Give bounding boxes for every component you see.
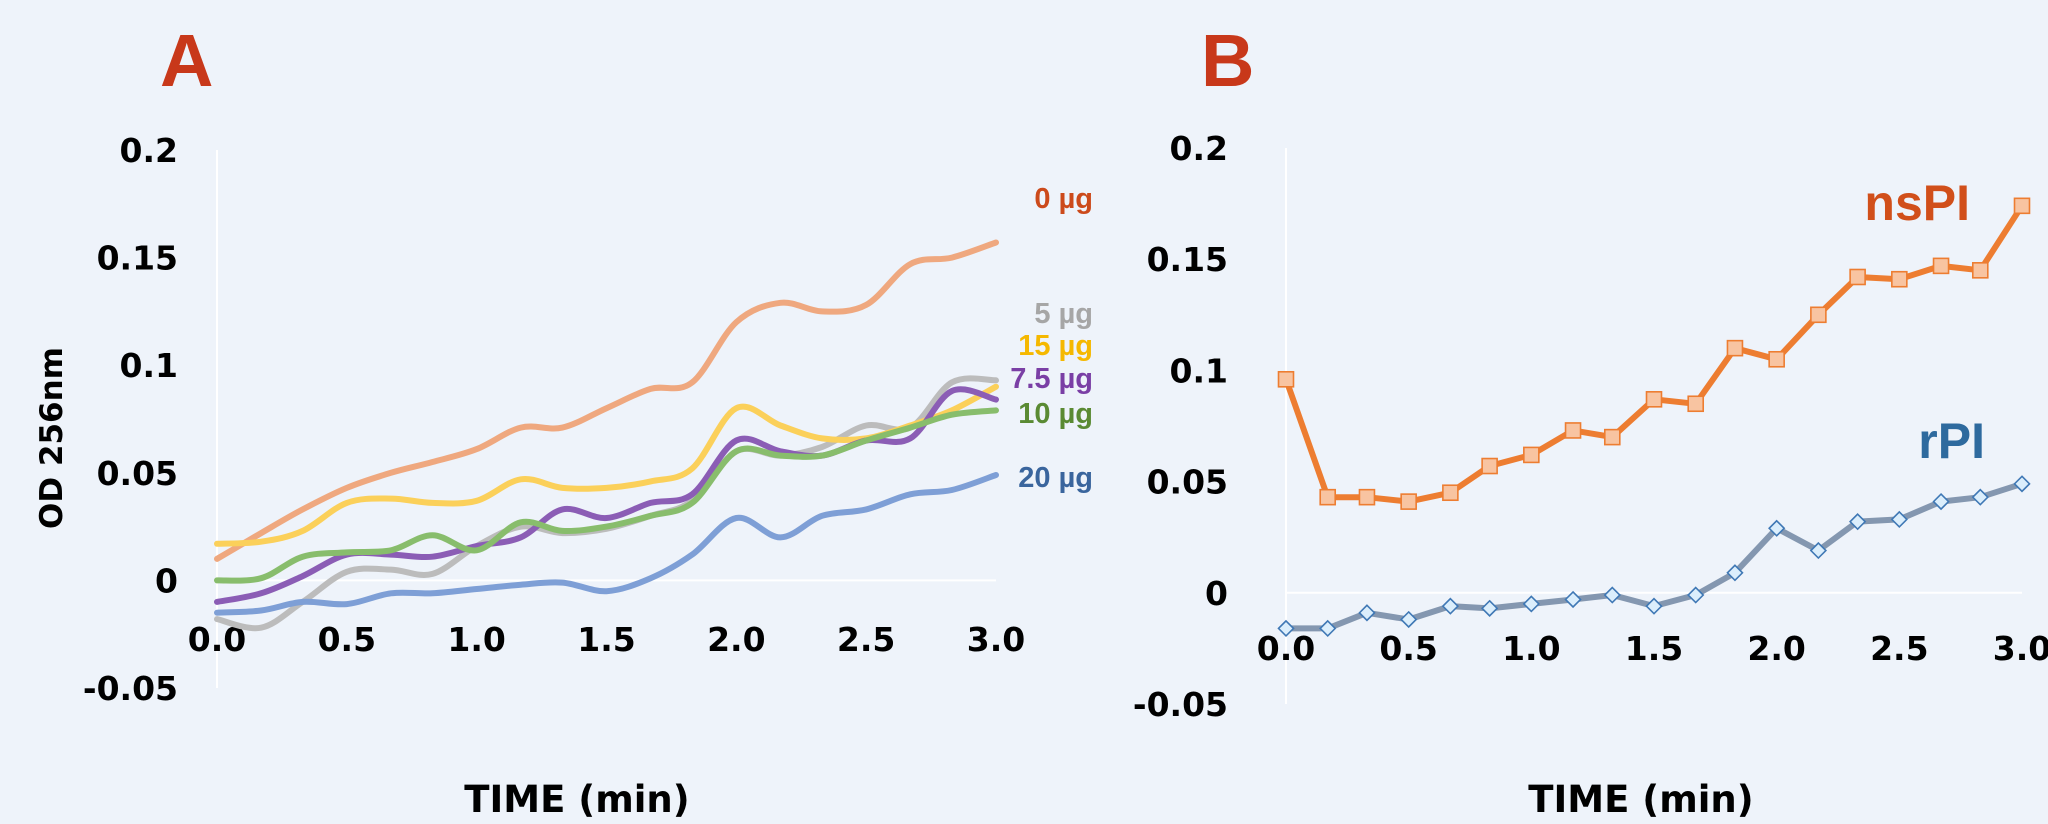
data-point-square xyxy=(1810,306,1827,324)
series-group-b xyxy=(1277,197,2031,638)
data-point-diamond xyxy=(1932,492,1950,511)
x-tick-label: 1.5 xyxy=(577,620,635,659)
y-tick-label: 0.2 xyxy=(120,131,178,170)
data-point-diamond xyxy=(1848,513,1867,531)
data-point-square xyxy=(1319,488,1337,506)
x-tick-label: 2.0 xyxy=(707,620,765,659)
series-label: 20 µg xyxy=(1018,462,1093,494)
data-point-square xyxy=(1564,422,1582,439)
y-axis-label-wrap: OD 256nm xyxy=(34,347,70,529)
data-point-diamond xyxy=(1890,510,1908,529)
x-tick-label: 2.5 xyxy=(1870,629,1928,668)
data-point-square xyxy=(1849,268,1866,286)
data-point-diamond xyxy=(1522,595,1540,613)
axes-a: 0.20.150.10.050-0.050.0 0.5 1.0 1.5 2.0 2.5 3.… xyxy=(83,131,1025,708)
data-point-diamond xyxy=(1809,541,1828,560)
data-point-square xyxy=(1277,370,1295,388)
y-tick-label: 0.15 xyxy=(1147,240,1228,279)
data-point-diamond xyxy=(1726,564,1744,582)
x-tick-label: 3.0 xyxy=(1993,629,2048,668)
data-point-diamond xyxy=(1277,619,1295,638)
chart-panel-b: B TIME (min) 0.20.150.10.050-0.050.0 0.5 1… xyxy=(1133,19,2048,821)
data-point-square xyxy=(2013,197,2031,215)
data-point-square xyxy=(1971,262,1989,279)
data-point-square xyxy=(1481,457,1498,475)
data-point-diamond xyxy=(1400,610,1418,629)
data-point-square xyxy=(1358,488,1376,506)
data-point-square xyxy=(1645,391,1663,408)
x-tick-label: 1.0 xyxy=(447,620,505,659)
x-tick-label: 2.5 xyxy=(837,620,895,659)
series-label: 7.5 µg xyxy=(1010,363,1093,395)
data-point-diamond xyxy=(1768,519,1786,537)
panel-letter-a: A xyxy=(160,19,213,102)
x-tick-label: 2.0 xyxy=(1747,629,1805,668)
y-tick-label: -0.05 xyxy=(83,669,178,708)
y-tick-label: -0.05 xyxy=(1133,685,1228,724)
data-point-square xyxy=(1400,493,1417,510)
data-point-diamond xyxy=(1971,488,1989,506)
axes-b: 0.20.150.10.050-0.050.0 0.5 1.0 1.5 2.0 2.5 3.… xyxy=(1133,129,2048,724)
y-axis-label: OD 256nm xyxy=(34,347,70,529)
series-line-6 xyxy=(214,472,999,616)
data-point-diamond xyxy=(1603,586,1621,604)
data-point-square xyxy=(1603,428,1621,446)
data-point-square xyxy=(1726,339,1744,357)
data-point-square xyxy=(1768,350,1785,368)
data-point-diamond xyxy=(1480,599,1499,617)
data-point-square xyxy=(1932,257,1950,275)
y-tick-label: 0.2 xyxy=(1170,129,1228,168)
x-tick-label: 1.0 xyxy=(1502,629,1560,668)
x-axis-label-b: TIME (min) xyxy=(1528,778,1753,821)
legend-labels-b: nsPI rPI xyxy=(1864,175,1985,469)
series-label: 5 µg xyxy=(1034,298,1093,330)
series-label: 15 µg xyxy=(1018,330,1093,362)
data-point-square xyxy=(1687,395,1705,413)
y-tick-label: 0.15 xyxy=(97,239,178,278)
data-point-square xyxy=(1891,270,1908,288)
y-tick-label: 0 xyxy=(1205,574,1228,613)
x-axis-label-a: TIME (min) xyxy=(464,778,689,821)
data-point-diamond xyxy=(1645,597,1663,615)
data-point-square xyxy=(1442,484,1459,502)
y-tick-label: 0.05 xyxy=(97,454,178,493)
data-point-diamond xyxy=(1687,586,1705,604)
data-point-diamond xyxy=(1319,619,1337,638)
panel-letter-b: B xyxy=(1201,19,1254,102)
series-line-5 xyxy=(214,407,999,584)
series-line-1 xyxy=(1283,202,2025,505)
series-label: rPI xyxy=(1918,413,1985,469)
series-line-1 xyxy=(214,239,999,562)
series-label: nsPI xyxy=(1864,175,1970,231)
series-group-a xyxy=(214,239,999,632)
x-tick-label: 1.5 xyxy=(1625,629,1683,668)
data-point-square xyxy=(1523,446,1540,464)
data-point-diamond xyxy=(2013,475,2031,493)
y-tick-label: 0 xyxy=(155,561,178,600)
data-point-diamond xyxy=(1441,597,1460,615)
series-label: 10 µg xyxy=(1018,398,1093,430)
chart-panel-a: A OD 256nm TIME (min) 0.2 0.15 0.1 0.05 0 -0.… xyxy=(34,19,1093,821)
y-tick-label: 0.05 xyxy=(1147,463,1228,502)
series-label: 0 µg xyxy=(1034,183,1093,215)
x-tick-label: 3.0 xyxy=(967,620,1025,659)
x-tick-label: 0.5 xyxy=(318,620,376,659)
y-tick-label: 0.1 xyxy=(120,346,178,385)
data-point-diamond xyxy=(1564,590,1582,609)
y-tick-label: 0.1 xyxy=(1170,351,1228,390)
data-point-diamond xyxy=(1358,604,1376,622)
x-tick-label: 0.5 xyxy=(1379,629,1437,668)
